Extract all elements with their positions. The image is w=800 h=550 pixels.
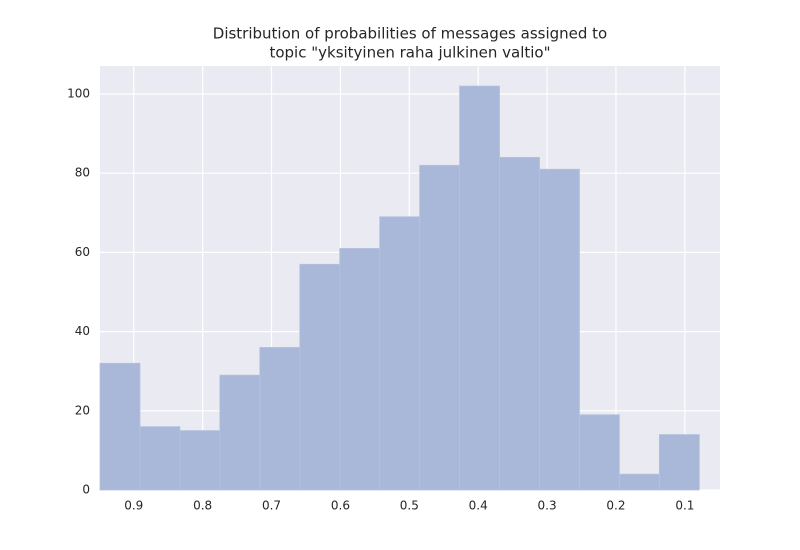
- bar: [379, 216, 421, 491]
- chart-title: topic "yksityinen raha julkinen valtio": [269, 44, 550, 62]
- x-tick-label: 0.5: [400, 499, 419, 513]
- bar: [539, 168, 580, 491]
- x-tick-label: 0.3: [538, 499, 557, 513]
- y-tick-label: 80: [75, 166, 90, 180]
- x-tick-label: 0.6: [331, 499, 350, 513]
- x-tick-label: 0.2: [606, 499, 625, 513]
- bar: [259, 347, 301, 491]
- y-tick-label: 40: [75, 324, 90, 338]
- chart-title: Distribution of probabilities of message…: [213, 25, 607, 43]
- bar: [339, 248, 381, 491]
- bar: [499, 156, 540, 491]
- bar: [619, 473, 660, 491]
- bar: [139, 426, 181, 491]
- y-tick-label: 20: [75, 403, 90, 417]
- x-tick-label: 0.4: [469, 499, 488, 513]
- x-tick-label: 0.9: [124, 499, 143, 513]
- bar: [419, 164, 460, 491]
- bar: [579, 414, 620, 491]
- bar: [99, 362, 141, 491]
- bar: [658, 434, 700, 491]
- x-tick-label: 0.8: [193, 499, 212, 513]
- bar: [219, 374, 261, 491]
- bar: [299, 263, 341, 491]
- x-tick-label: 0.1: [675, 499, 694, 513]
- bar: [179, 430, 221, 491]
- y-tick-label: 60: [75, 245, 90, 259]
- y-tick-label: 0: [82, 483, 90, 497]
- y-tick-label: 100: [67, 86, 90, 100]
- bar: [459, 85, 500, 491]
- x-tick-label: 0.7: [262, 499, 281, 513]
